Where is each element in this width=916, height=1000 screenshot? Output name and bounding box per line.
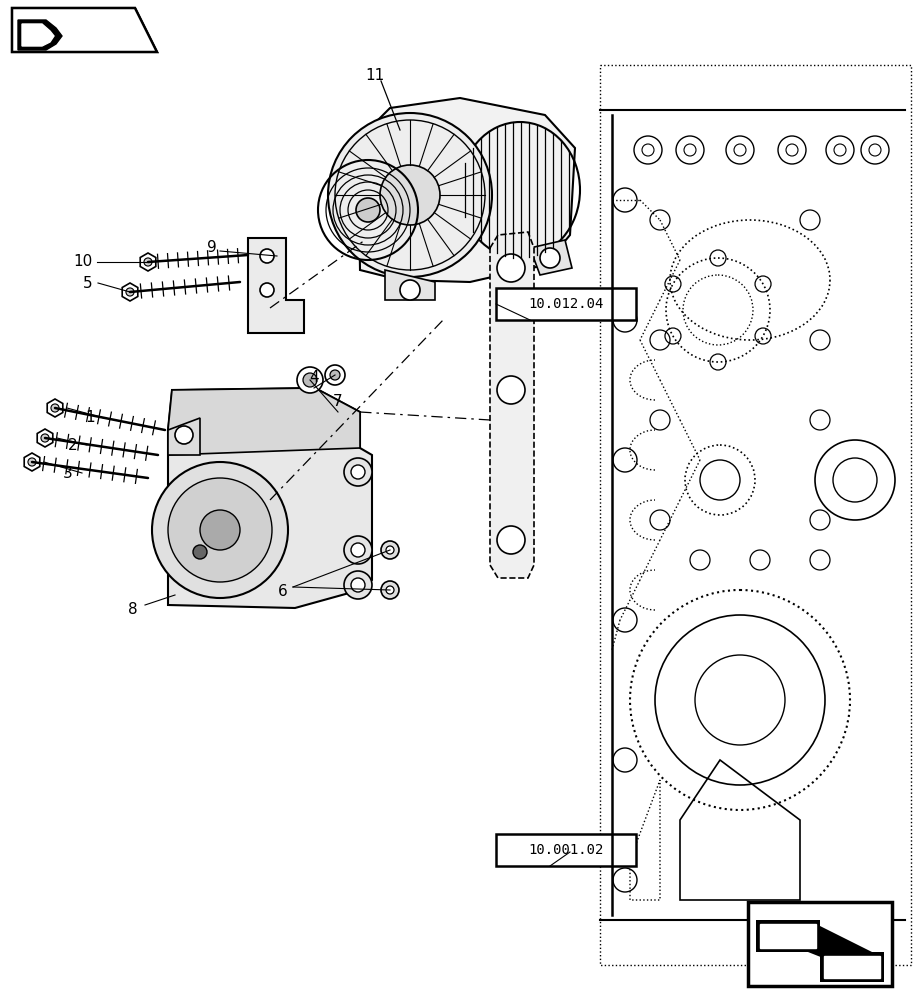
- Bar: [748, 902, 892, 986]
- Polygon shape: [756, 920, 820, 952]
- Circle shape: [260, 283, 274, 297]
- Circle shape: [28, 458, 36, 466]
- Polygon shape: [18, 20, 62, 50]
- Polygon shape: [820, 952, 884, 982]
- Circle shape: [344, 458, 372, 486]
- Polygon shape: [12, 8, 157, 52]
- Polygon shape: [122, 283, 137, 301]
- Circle shape: [540, 248, 560, 268]
- Circle shape: [152, 462, 288, 598]
- Polygon shape: [758, 910, 880, 976]
- Polygon shape: [62, 32, 72, 46]
- Text: 3: 3: [63, 466, 73, 481]
- Circle shape: [386, 546, 394, 554]
- Polygon shape: [22, 24, 54, 46]
- Circle shape: [356, 198, 380, 222]
- Circle shape: [175, 426, 193, 444]
- Circle shape: [144, 258, 152, 266]
- Circle shape: [497, 526, 525, 554]
- Polygon shape: [168, 418, 200, 455]
- Circle shape: [328, 113, 492, 277]
- Circle shape: [400, 280, 420, 300]
- Polygon shape: [530, 240, 572, 275]
- Circle shape: [344, 536, 372, 564]
- Circle shape: [330, 370, 340, 380]
- Polygon shape: [808, 920, 884, 982]
- Polygon shape: [824, 956, 880, 978]
- Circle shape: [497, 376, 525, 404]
- Polygon shape: [140, 253, 156, 271]
- Polygon shape: [24, 20, 64, 42]
- Text: 7: 7: [333, 394, 343, 410]
- Text: 10.001.02: 10.001.02: [529, 843, 604, 857]
- Circle shape: [381, 581, 399, 599]
- Text: 8: 8: [128, 602, 137, 617]
- Text: 2: 2: [68, 438, 78, 452]
- FancyBboxPatch shape: [496, 834, 636, 866]
- Text: 9: 9: [207, 239, 217, 254]
- Circle shape: [200, 510, 240, 550]
- Circle shape: [325, 365, 345, 385]
- Circle shape: [386, 586, 394, 594]
- FancyBboxPatch shape: [496, 288, 636, 320]
- Circle shape: [380, 165, 440, 225]
- Circle shape: [351, 578, 365, 592]
- Circle shape: [125, 288, 134, 296]
- Polygon shape: [168, 388, 360, 455]
- Text: 11: 11: [365, 68, 385, 83]
- Polygon shape: [490, 232, 534, 578]
- Circle shape: [344, 571, 372, 599]
- Polygon shape: [385, 270, 435, 300]
- Polygon shape: [760, 924, 816, 948]
- Circle shape: [351, 465, 365, 479]
- Polygon shape: [20, 16, 72, 46]
- Bar: [600, 65, 911, 965]
- Circle shape: [168, 478, 272, 582]
- Text: 10: 10: [73, 254, 93, 269]
- Circle shape: [297, 367, 323, 393]
- Circle shape: [497, 254, 525, 282]
- Polygon shape: [12, 8, 157, 52]
- Circle shape: [41, 434, 49, 442]
- Polygon shape: [248, 238, 304, 333]
- Polygon shape: [48, 399, 63, 417]
- Circle shape: [51, 404, 59, 412]
- Circle shape: [303, 373, 317, 387]
- Polygon shape: [168, 388, 372, 608]
- Polygon shape: [38, 429, 53, 447]
- Text: 6: 6: [278, 584, 288, 599]
- Circle shape: [193, 545, 207, 559]
- Polygon shape: [358, 98, 575, 282]
- Circle shape: [381, 541, 399, 559]
- Text: 5: 5: [83, 275, 93, 290]
- Text: 1: 1: [85, 410, 95, 426]
- Circle shape: [260, 249, 274, 263]
- Polygon shape: [24, 453, 39, 471]
- Text: 10.012.04: 10.012.04: [529, 297, 604, 311]
- Text: 4: 4: [310, 370, 319, 385]
- Circle shape: [351, 543, 365, 557]
- Polygon shape: [762, 914, 876, 972]
- Bar: [748, 902, 892, 986]
